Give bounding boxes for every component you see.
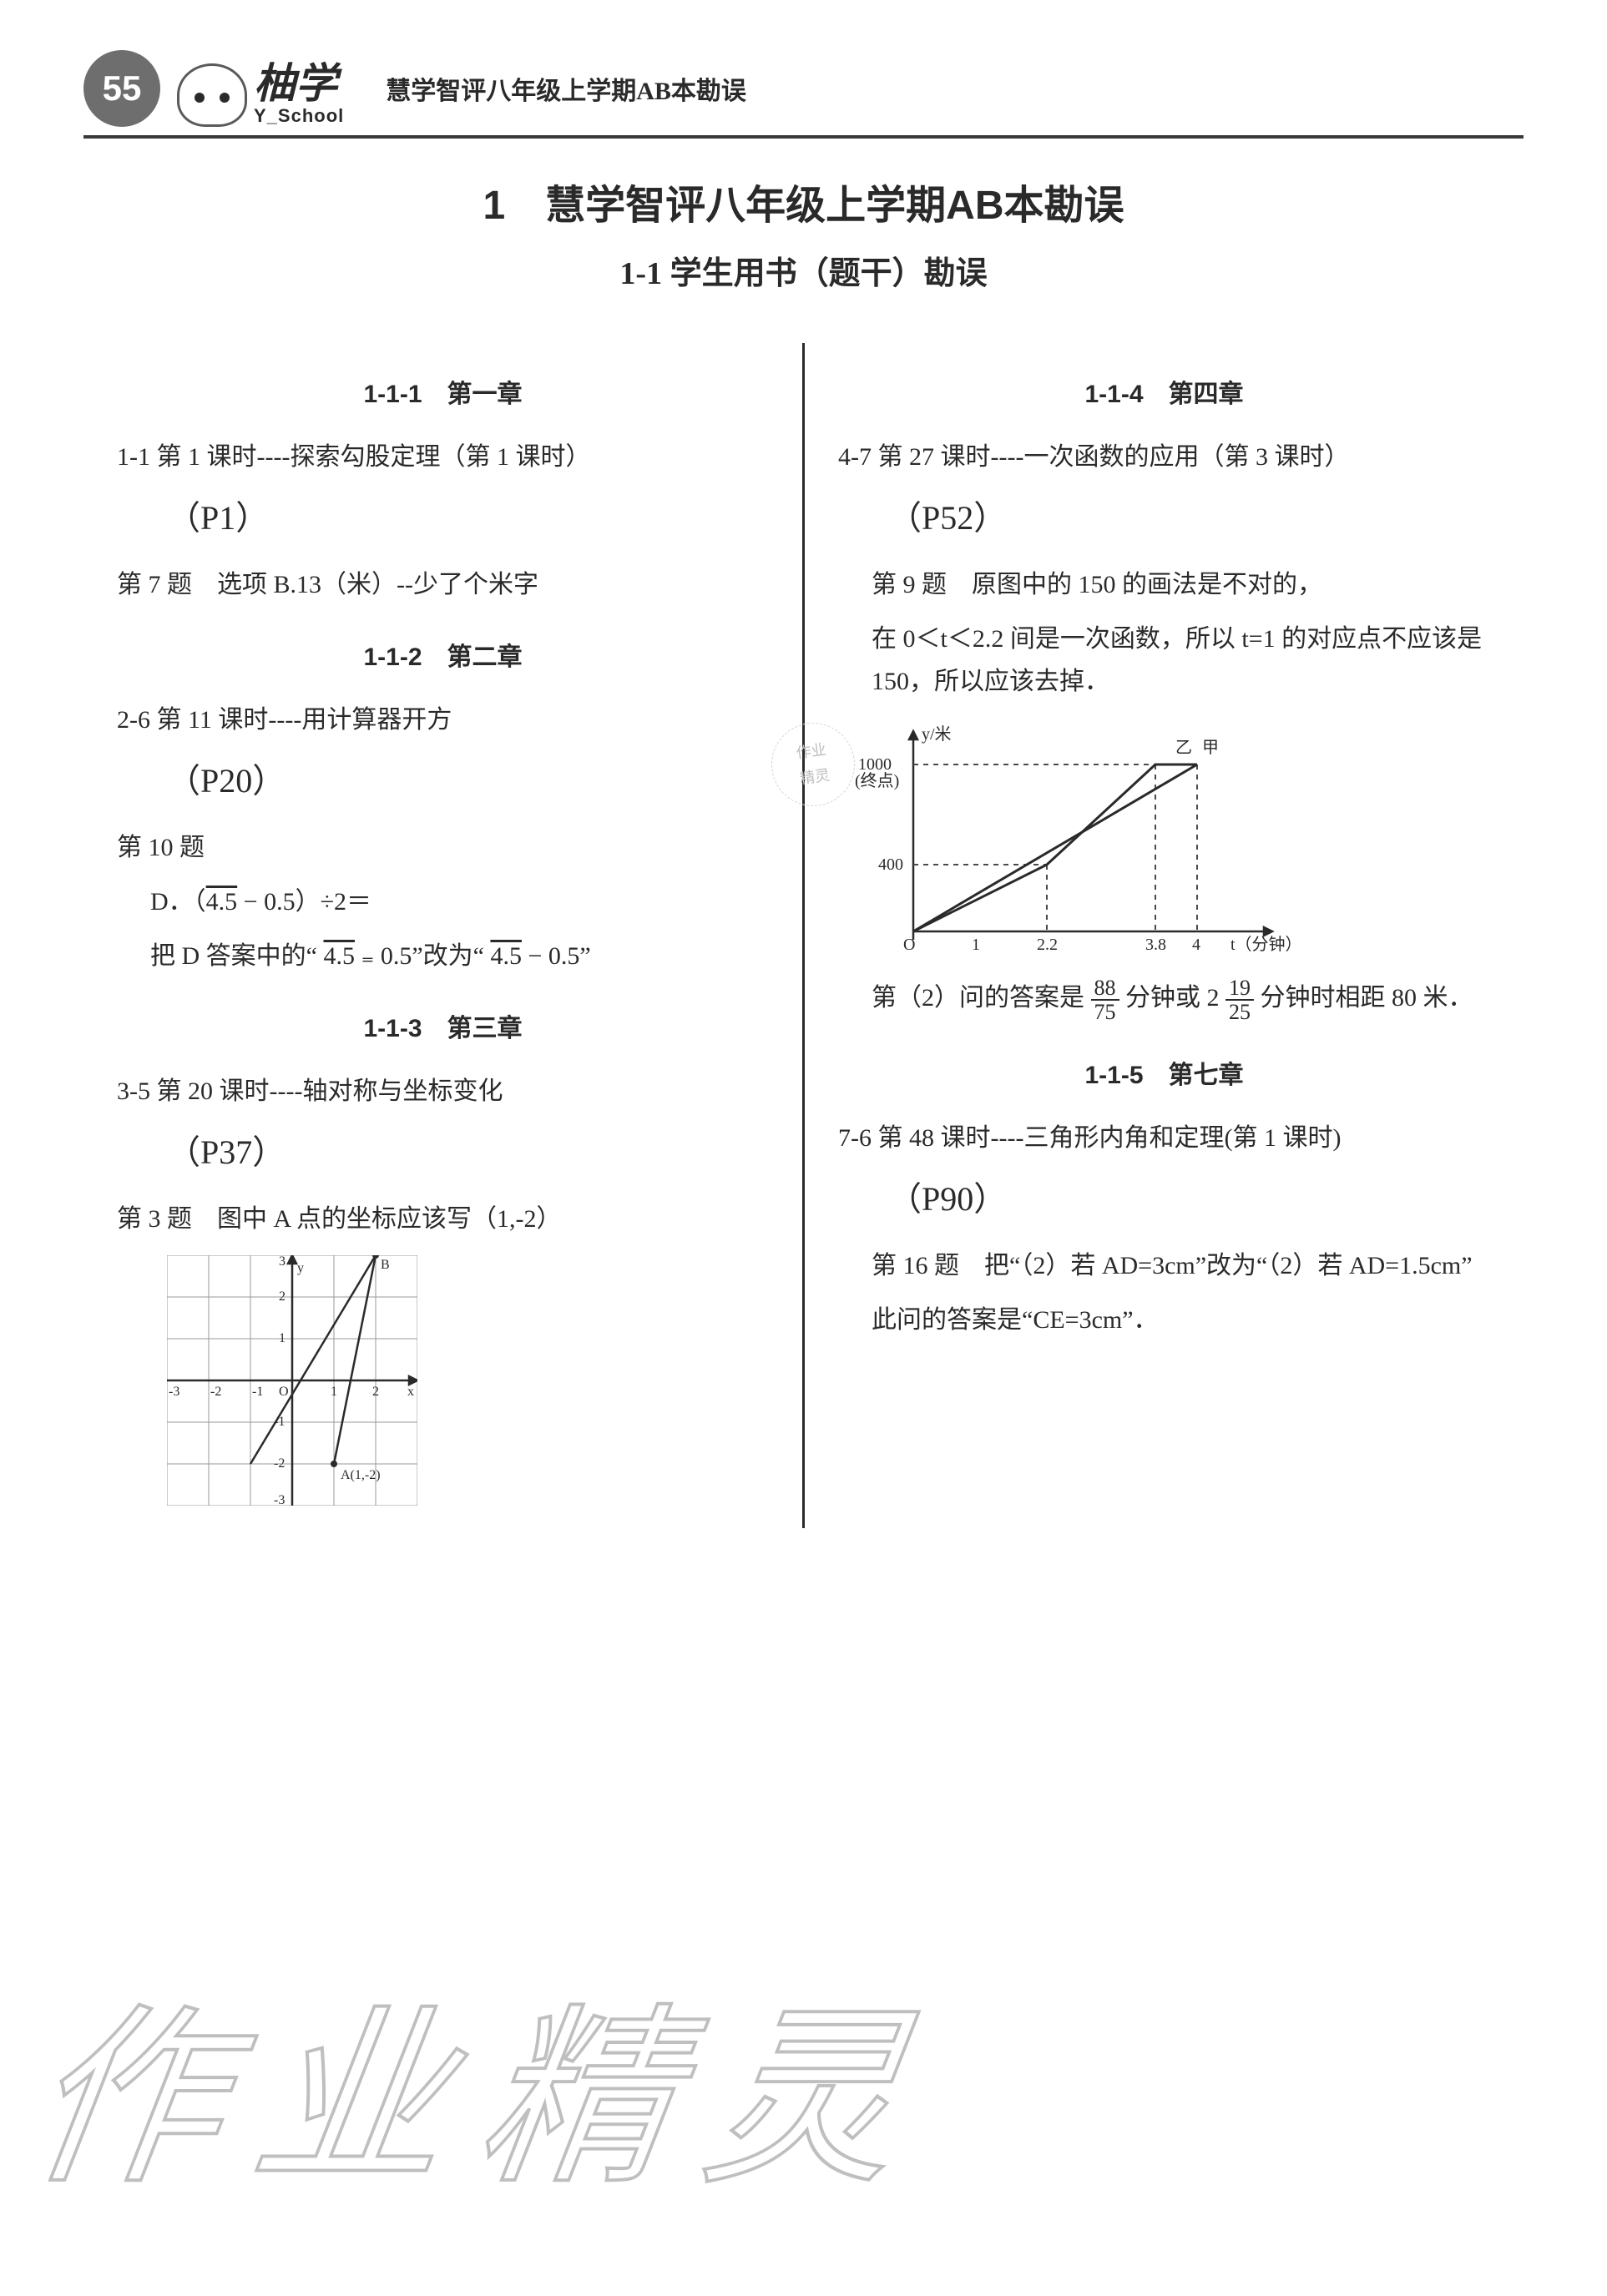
content-columns: 1-1-1 第一章 1-1 第 1 课时----探索勾股定理（第 1 课时） （…	[83, 343, 1524, 1528]
svg-text:2.2: 2.2	[1037, 936, 1058, 954]
s3-pageref: （P37）	[167, 1124, 769, 1181]
page: 55 柚学 Y_School 慧学智评八年级上学期AB本勘误 1 慧学智评八年级…	[0, 0, 1607, 2296]
svg-text:3.8: 3.8	[1145, 936, 1166, 954]
s3-line1: 3-5 第 20 课时----轴对称与坐标变化	[117, 1070, 769, 1113]
frac2-num: 19	[1225, 976, 1254, 1001]
svg-text:-1: -1	[274, 1415, 285, 1429]
page-number-badge: 55	[83, 50, 160, 127]
page-header: 55 柚学 Y_School 慧学智评八年级上学期AB本勘误	[83, 50, 1524, 139]
svg-text:x: x	[407, 1385, 414, 1399]
svg-text:(终点): (终点)	[855, 771, 899, 790]
section-4-heading: 1-1-4 第四章	[838, 373, 1490, 416]
header-subtitle: 慧学智评八年级上学期AB本勘误	[386, 70, 746, 107]
svg-text:y/米: y/米	[922, 724, 952, 744]
svg-text:1: 1	[279, 1331, 286, 1345]
s4-body1: 第 9 题 原图中的 150 的画法是不对的，	[872, 563, 1490, 606]
s4-body2: 在 0＜t＜2.2 间是一次函数，所以 t=1 的对应点不应该是 150，所以应…	[872, 618, 1490, 703]
s2-pageref: （P20）	[167, 753, 769, 810]
svg-text:O: O	[903, 936, 915, 954]
svg-text:3: 3	[279, 1255, 286, 1269]
frac1-den: 75	[1091, 1001, 1119, 1023]
svg-text:-3: -3	[274, 1493, 285, 1506]
sub-title: 1-1 学生用书（题干）勘误	[83, 247, 1524, 293]
svg-text:1000: 1000	[858, 755, 892, 774]
svg-text:乙: 乙	[1175, 739, 1192, 757]
s2-line1: 2-6 第 11 课时----用计算器开方	[117, 699, 769, 741]
section-3-heading: 1-1-3 第三章	[117, 1007, 769, 1050]
section-5-heading: 1-1-5 第七章	[838, 1054, 1490, 1097]
frac2-den: 25	[1225, 1001, 1254, 1023]
logo-subtext: Y_School	[254, 105, 344, 127]
distance-time-chart: 作业 精灵	[838, 714, 1306, 965]
stamp-line2: 精灵	[798, 762, 831, 791]
left-column: 1-1-1 第一章 1-1 第 1 课时----探索勾股定理（第 1 课时） （…	[83, 343, 802, 1528]
grid-svg: y x O B A(1,-2) -3 -2 -1 1 2 2 1 -1 -2 -3 3	[167, 1255, 417, 1506]
s5-pageref: （P90）	[888, 1171, 1490, 1228]
svg-text:B: B	[381, 1258, 390, 1272]
svg-text:-1: -1	[252, 1385, 263, 1399]
coordinate-grid-chart: y x O B A(1,-2) -3 -2 -1 1 2 2 1 -1 -2 -3 3	[167, 1255, 417, 1506]
svg-text:1: 1	[331, 1385, 337, 1399]
svg-text:-3: -3	[169, 1385, 179, 1399]
s1-pageref: （P1）	[167, 490, 769, 547]
s2-body-label: 第 10 题	[117, 826, 769, 869]
s5-body1: 第 16 题 把“（2）若 AD=3cm”改为“（2）若 AD=1.5cm”	[872, 1244, 1490, 1287]
logo: 柚学 Y_School	[177, 50, 344, 127]
logo-text: 柚学	[254, 50, 344, 110]
line-chart-svg: y/米 1000 (终点) 400 O 1 2.2 3.8 4 t（分钟） 乙 …	[838, 714, 1306, 965]
svg-text:y: y	[297, 1261, 304, 1275]
section-1-heading: 1-1-1 第一章	[117, 373, 769, 416]
svg-text:400: 400	[878, 855, 903, 874]
s4-answer: 第（2）问的答案是 88 75 分钟或 2 19 25 分钟时相距 80 米．	[872, 976, 1490, 1024]
s5-body2: 此问的答案是“CE=3cm”．	[872, 1299, 1490, 1341]
ans-mid: 分钟或 2	[1125, 984, 1220, 1012]
svg-text:4: 4	[1192, 936, 1200, 954]
s1-body: 第 7 题 选项 B.13（米）--少了个米字	[117, 563, 769, 606]
svg-text:1: 1	[972, 936, 980, 954]
main-title: 1 慧学智评八年级上学期AB本勘误	[83, 172, 1524, 230]
svg-text:2: 2	[279, 1289, 286, 1304]
s2-equation: D．（4.5 − 0.5）÷2＝	[150, 881, 769, 923]
svg-text:-2: -2	[274, 1456, 285, 1471]
svg-text:A(1,-2): A(1,-2)	[341, 1468, 381, 1482]
s4-line1: 4-7 第 27 课时----一次函数的应用（第 3 课时）	[838, 436, 1490, 478]
s5-line1: 7-6 第 48 课时----三角形内角和定理(第 1 课时)	[838, 1117, 1490, 1159]
s3-body: 第 3 题 图中 A 点的坐标应该写（1,-2）	[117, 1198, 769, 1240]
svg-text:t（分钟）: t（分钟）	[1231, 935, 1302, 954]
section-2-heading: 1-1-2 第二章	[117, 636, 769, 679]
logo-text-block: 柚学 Y_School	[254, 50, 344, 127]
s1-line1: 1-1 第 1 课时----探索勾股定理（第 1 课时）	[117, 436, 769, 478]
svg-text:O: O	[279, 1385, 289, 1399]
watermark-text: 作业精灵	[14, 1943, 955, 2221]
s4-pageref: （P52）	[888, 490, 1490, 547]
sqrt-text: 4.5	[206, 888, 238, 916]
frac1-num: 88	[1091, 976, 1119, 1001]
ans-prefix: 第（2）问的答案是	[872, 984, 1084, 1012]
fraction-1: 88 75	[1091, 976, 1119, 1024]
svg-text:2: 2	[372, 1385, 379, 1399]
s2-note: 把 D 答案中的“ 4.5 ₌ 0.5”改为“ 4.5 − 0.5”	[150, 935, 769, 977]
svg-text:-2: -2	[210, 1385, 221, 1399]
ans-suffix: 分钟时相距 80 米．	[1261, 984, 1473, 1012]
svg-text:甲: 甲	[1202, 739, 1219, 757]
right-column: 1-1-4 第四章 4-7 第 27 课时----一次函数的应用（第 3 课时）…	[805, 343, 1524, 1528]
mascot-icon	[177, 63, 247, 127]
fraction-2: 19 25	[1225, 976, 1254, 1024]
